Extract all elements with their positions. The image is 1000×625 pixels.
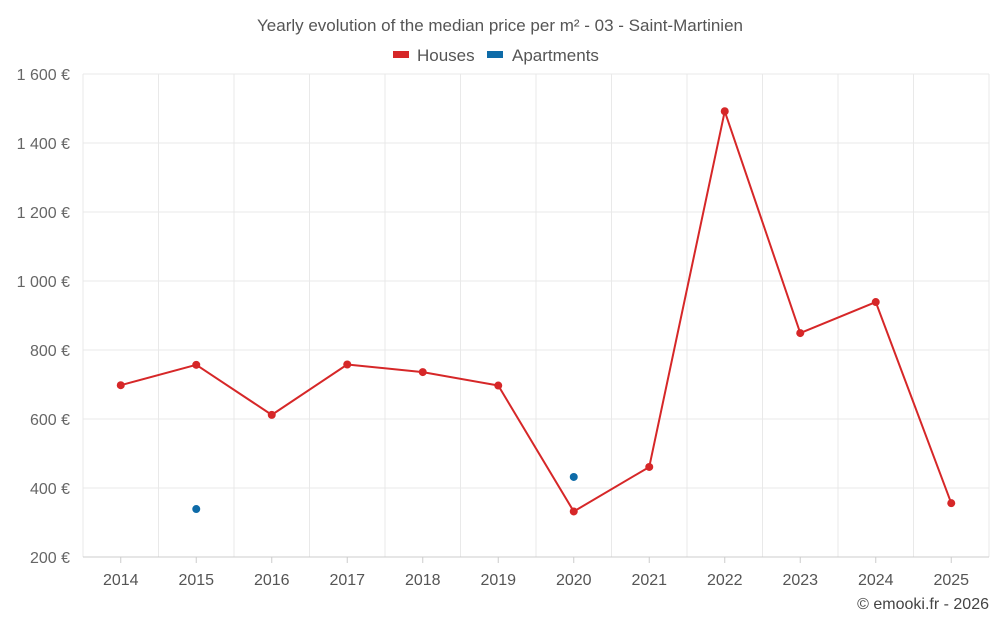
y-tick-label: 600 € bbox=[30, 412, 70, 429]
series-line-houses bbox=[120, 110, 953, 513]
x-tick-label: 2024 bbox=[858, 572, 894, 589]
y-tick-label: 200 € bbox=[30, 550, 70, 567]
chart-credit: © emooki.fr - 2026 bbox=[857, 596, 989, 613]
grid-lines bbox=[82, 73, 990, 558]
x-tick-label: 2017 bbox=[329, 572, 365, 589]
data-point-houses[interactable] bbox=[116, 381, 125, 390]
legend-label-apartments[interactable]: Apartments bbox=[512, 46, 599, 65]
y-tick-label: 400 € bbox=[30, 481, 70, 498]
x-tick-label: 2019 bbox=[480, 572, 516, 589]
x-tick-label: 2016 bbox=[254, 572, 290, 589]
chart-title: Yearly evolution of the median price per… bbox=[257, 16, 743, 35]
data-point-houses[interactable] bbox=[947, 499, 956, 508]
y-tick-label: 800 € bbox=[30, 343, 70, 360]
data-point-houses[interactable] bbox=[418, 368, 427, 377]
x-tick-label: 2023 bbox=[782, 572, 818, 589]
data-point-houses[interactable] bbox=[569, 507, 578, 516]
legend-label-houses[interactable]: Houses bbox=[417, 46, 475, 65]
x-tick-label: 2025 bbox=[933, 572, 969, 589]
data-point-houses[interactable] bbox=[720, 107, 729, 116]
chart-legend: Houses Apartments bbox=[393, 46, 599, 65]
data-point-houses[interactable] bbox=[192, 360, 201, 369]
legend-swatch-apartments bbox=[487, 51, 503, 58]
data-point-houses[interactable] bbox=[343, 360, 352, 369]
data-point-houses[interactable] bbox=[267, 410, 276, 419]
data-point-houses[interactable] bbox=[796, 329, 805, 338]
legend-swatch-houses bbox=[393, 51, 409, 58]
data-point-apartments[interactable] bbox=[569, 472, 578, 481]
x-tick-label: 2020 bbox=[556, 572, 592, 589]
data-point-houses[interactable] bbox=[645, 462, 654, 471]
y-tick-label: 1 400 € bbox=[17, 136, 70, 153]
x-tick-label: 2015 bbox=[178, 572, 214, 589]
x-tick-label: 2014 bbox=[103, 572, 139, 589]
data-point-houses[interactable] bbox=[871, 298, 880, 307]
data-point-apartments[interactable] bbox=[192, 505, 201, 514]
y-axis-ticks: 200 € 400 € 600 € 800 € 1 000 € 1 200 € 1 400 … bbox=[17, 67, 70, 567]
x-tick-label: 2022 bbox=[707, 572, 743, 589]
x-tick-label: 2018 bbox=[405, 572, 441, 589]
y-tick-label: 1 200 € bbox=[17, 205, 70, 222]
y-tick-label: 1 600 € bbox=[17, 67, 70, 84]
series-layer bbox=[116, 107, 956, 516]
x-axis-ticks: 2014 2015 2016 2017 2018 2019 2020 2021 2022 2023… bbox=[103, 557, 969, 589]
data-point-houses[interactable] bbox=[494, 381, 503, 390]
y-tick-label: 1 000 € bbox=[17, 274, 70, 291]
x-tick-label: 2021 bbox=[631, 572, 667, 589]
